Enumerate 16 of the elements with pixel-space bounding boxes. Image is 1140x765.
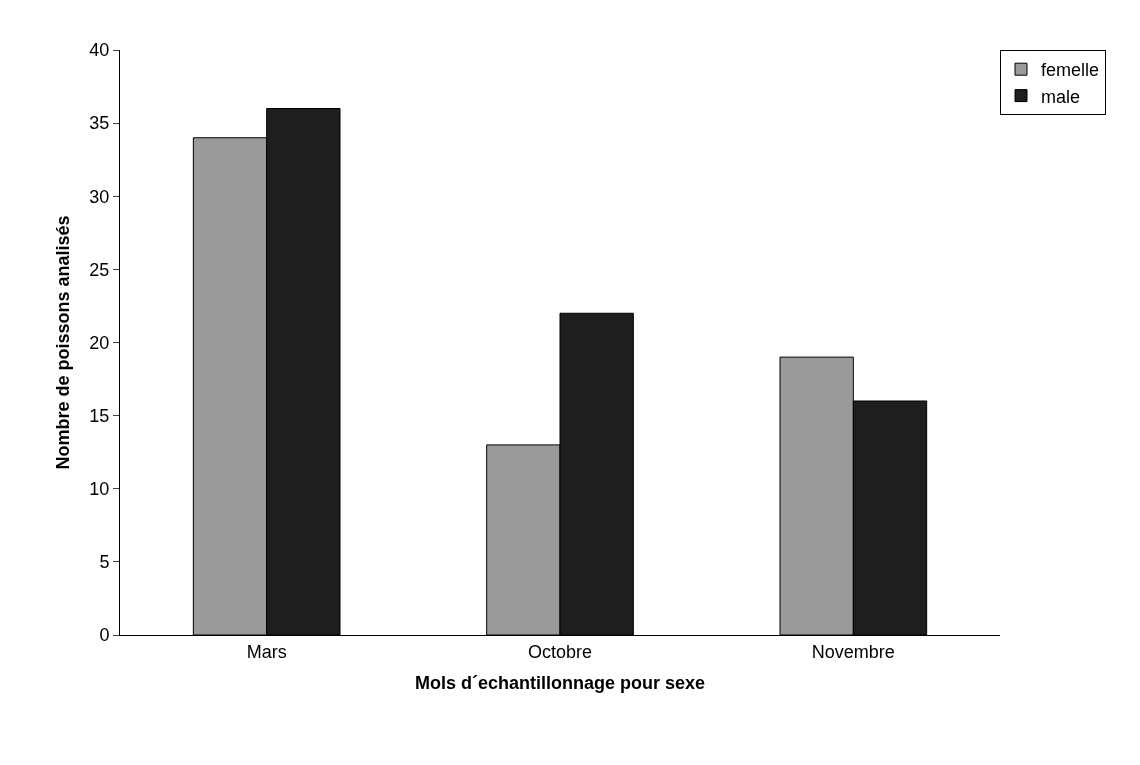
y-tick-label: 25 [89, 259, 110, 280]
y-tick-label: 0 [99, 625, 110, 646]
y-tick-label: 10 [89, 479, 110, 500]
legend-label: femelle [1041, 60, 1100, 81]
x-tick-label: Octobre [527, 641, 593, 662]
y-tick-label: 20 [89, 332, 110, 353]
x-axis-title: Mols d´echantillonnage pour sexe [414, 672, 706, 693]
legend-label: male [1041, 86, 1081, 107]
x-tick-label: Novembre [811, 641, 895, 662]
y-tick-label: 35 [89, 113, 110, 134]
y-tick-label: 40 [89, 40, 110, 61]
x-tick-label: Mars [246, 641, 287, 662]
y-tick-label: 15 [89, 405, 110, 426]
y-axis-title: Nombre de poissons analisés [52, 215, 73, 470]
y-tick-label: 5 [99, 552, 110, 573]
y-tick-label: 30 [89, 186, 110, 207]
